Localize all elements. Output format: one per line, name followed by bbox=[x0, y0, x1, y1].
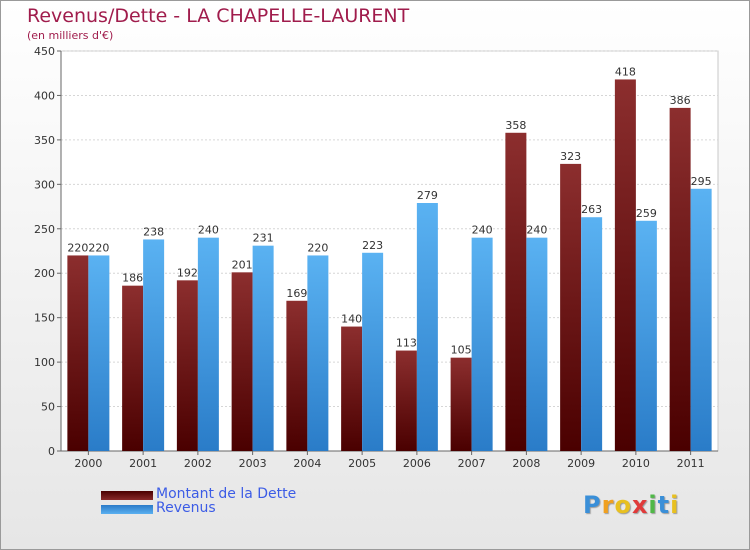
data-label-dette-2008: 358 bbox=[505, 119, 526, 132]
bar-revenus-2010 bbox=[635, 220, 657, 451]
bar-dette-2004 bbox=[286, 300, 308, 451]
bar-dette-2003 bbox=[231, 272, 253, 451]
bar-revenus-2001 bbox=[143, 239, 165, 451]
data-label-revenus-2001: 238 bbox=[143, 225, 164, 238]
y-tick-label: 150 bbox=[34, 312, 55, 325]
bar-revenus-2007 bbox=[471, 237, 493, 451]
legend-label-dette: Montant de la Dette bbox=[156, 486, 297, 502]
data-label-dette-2010: 418 bbox=[615, 65, 636, 78]
bar-dette-2002 bbox=[176, 280, 198, 451]
data-label-dette-2003: 201 bbox=[232, 258, 253, 271]
logo-letter: x bbox=[631, 491, 649, 519]
x-tick-label-2010: 2010 bbox=[622, 457, 650, 470]
x-tick-label-2005: 2005 bbox=[348, 457, 376, 470]
bar-dette-2011 bbox=[669, 107, 691, 451]
y-tick-label: 0 bbox=[48, 445, 55, 458]
legend-swatch-revenus bbox=[101, 505, 153, 514]
x-tick-label-2000: 2000 bbox=[74, 457, 102, 470]
chart-subtitle: (en milliers d'€) bbox=[27, 29, 114, 42]
y-tick-label: 400 bbox=[34, 89, 55, 102]
x-tick-label-2001: 2001 bbox=[129, 457, 157, 470]
bar-dette-2008 bbox=[505, 132, 527, 451]
x-tick-label-2009: 2009 bbox=[567, 457, 595, 470]
data-label-revenus-2010: 259 bbox=[636, 207, 657, 220]
data-label-revenus-2007: 240 bbox=[472, 224, 493, 237]
data-label-revenus-2008: 240 bbox=[526, 224, 547, 237]
logo-letter: r bbox=[601, 491, 615, 519]
data-label-revenus-2009: 263 bbox=[581, 203, 602, 216]
data-label-dette-2007: 105 bbox=[451, 344, 472, 357]
x-tick-label-2008: 2008 bbox=[512, 457, 540, 470]
bar-revenus-2002 bbox=[197, 237, 219, 451]
data-label-dette-2002: 192 bbox=[177, 266, 198, 279]
bar-revenus-2011 bbox=[690, 188, 712, 451]
chart-title: Revenus/Dette - LA CHAPELLE-LAURENT bbox=[27, 5, 410, 27]
data-label-dette-2000: 220 bbox=[67, 241, 88, 254]
y-tick-label: 50 bbox=[41, 401, 55, 414]
y-tick-label: 350 bbox=[34, 134, 55, 147]
data-label-dette-2001: 186 bbox=[122, 272, 143, 285]
bar-dette-2001 bbox=[122, 285, 144, 451]
data-label-revenus-2002: 240 bbox=[198, 224, 219, 237]
logo-letter: i bbox=[648, 491, 658, 519]
bar-revenus-2009 bbox=[581, 217, 603, 451]
bar-dette-2009 bbox=[560, 163, 582, 451]
data-label-revenus-2011: 295 bbox=[691, 175, 712, 188]
bar-dette-2010 bbox=[614, 79, 636, 451]
data-label-dette-2009: 323 bbox=[560, 150, 581, 163]
bar-revenus-2000 bbox=[88, 255, 110, 451]
plot-area bbox=[60, 50, 719, 452]
y-tick-label: 100 bbox=[34, 356, 55, 369]
bar-revenus-2006 bbox=[416, 203, 438, 451]
y-tick-label: 200 bbox=[34, 267, 55, 280]
data-label-dette-2004: 169 bbox=[286, 287, 307, 300]
x-tick-label-2002: 2002 bbox=[184, 457, 212, 470]
bar-dette-2005 bbox=[341, 326, 363, 451]
x-tick-label-2004: 2004 bbox=[293, 457, 321, 470]
logo-letter: t bbox=[657, 491, 671, 519]
logo-letter: i bbox=[670, 491, 680, 519]
y-tick-label: 250 bbox=[34, 223, 55, 236]
x-tick-label-2003: 2003 bbox=[239, 457, 267, 470]
bar-dette-2007 bbox=[450, 357, 472, 451]
data-label-dette-2006: 113 bbox=[396, 337, 417, 350]
data-label-revenus-2006: 279 bbox=[417, 189, 438, 202]
legend-label-revenus: Revenus bbox=[156, 500, 216, 516]
proxiti-logo: Proxiti bbox=[583, 491, 679, 519]
legend-swatch-dette bbox=[101, 491, 153, 500]
bar-dette-2006 bbox=[395, 350, 417, 451]
y-tick-label: 300 bbox=[34, 178, 55, 191]
data-label-dette-2011: 386 bbox=[670, 94, 691, 107]
x-tick-label-2007: 2007 bbox=[458, 457, 486, 470]
data-label-revenus-2005: 223 bbox=[362, 239, 383, 252]
bar-dette-2000 bbox=[67, 255, 89, 451]
logo-letter: P bbox=[583, 491, 602, 519]
bar-revenus-2005 bbox=[362, 252, 384, 451]
x-tick-label-2006: 2006 bbox=[403, 457, 431, 470]
x-tick-label-2011: 2011 bbox=[677, 457, 705, 470]
logo-letter: o bbox=[614, 491, 632, 519]
data-label-revenus-2004: 220 bbox=[307, 241, 328, 254]
data-label-revenus-2000: 220 bbox=[88, 241, 109, 254]
bar-revenus-2004 bbox=[307, 255, 329, 451]
data-label-dette-2005: 140 bbox=[341, 313, 362, 326]
bar-revenus-2003 bbox=[252, 245, 274, 451]
y-tick-label: 450 bbox=[34, 45, 55, 58]
bar-revenus-2008 bbox=[526, 237, 548, 451]
data-label-revenus-2003: 231 bbox=[253, 232, 274, 245]
